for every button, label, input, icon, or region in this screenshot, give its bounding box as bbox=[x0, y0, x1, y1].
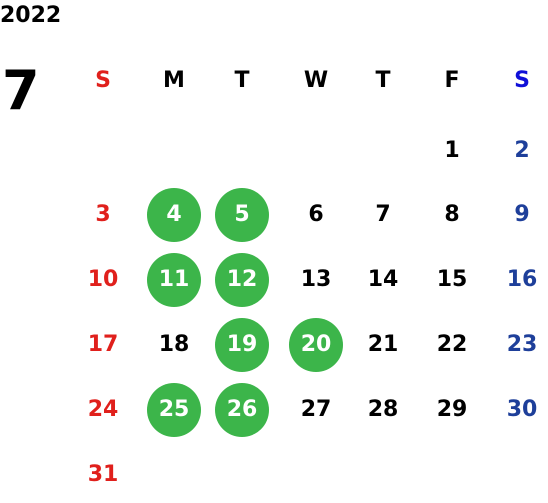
day: 21 bbox=[367, 332, 399, 357]
day: 28 bbox=[367, 397, 399, 422]
marked-day: 5 bbox=[215, 188, 269, 242]
weekday-header: T bbox=[234, 68, 250, 93]
month: 7 bbox=[2, 59, 40, 122]
day: 10 bbox=[87, 267, 119, 292]
day: 31 bbox=[87, 462, 119, 487]
day: 16 bbox=[506, 267, 538, 292]
year: 2022 bbox=[0, 3, 62, 28]
day: 7 bbox=[375, 202, 391, 227]
weekday-header: W bbox=[303, 68, 329, 93]
marked-day: 26 bbox=[215, 383, 269, 437]
day: 3 bbox=[95, 202, 111, 227]
marked-day: 25 bbox=[147, 383, 201, 437]
day: 17 bbox=[87, 332, 119, 357]
day: 24 bbox=[87, 397, 119, 422]
day: 8 bbox=[444, 202, 460, 227]
marked-day: 19 bbox=[215, 318, 269, 372]
weekday-header: T bbox=[375, 68, 391, 93]
weekday-header: M bbox=[163, 68, 185, 93]
day: 23 bbox=[506, 332, 538, 357]
marked-day: 12 bbox=[215, 253, 269, 307]
day: 15 bbox=[436, 267, 468, 292]
day: 30 bbox=[506, 397, 538, 422]
day: 1 bbox=[444, 138, 460, 163]
day: 13 bbox=[300, 267, 332, 292]
day: 27 bbox=[300, 397, 332, 422]
weekday-header: S bbox=[95, 68, 111, 93]
marked-day: 20 bbox=[289, 318, 343, 372]
weekday-header: S bbox=[514, 68, 530, 93]
day: 9 bbox=[514, 202, 530, 227]
day: 2 bbox=[514, 138, 530, 163]
day: 14 bbox=[367, 267, 399, 292]
day: 22 bbox=[436, 332, 468, 357]
day: 6 bbox=[308, 202, 324, 227]
day: 18 bbox=[158, 332, 190, 357]
day: 29 bbox=[436, 397, 468, 422]
weekday-header: F bbox=[444, 68, 460, 93]
marked-day: 4 bbox=[147, 188, 201, 242]
marked-day: 11 bbox=[147, 253, 201, 307]
